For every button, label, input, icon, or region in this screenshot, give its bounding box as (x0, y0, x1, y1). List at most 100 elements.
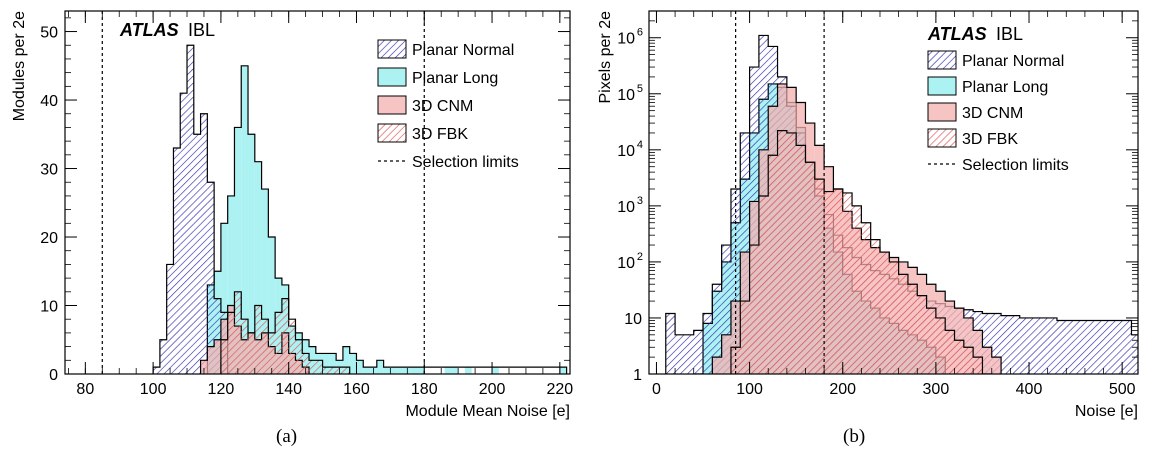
bar-3d-cnm (963, 317, 974, 374)
y-tick-label: 20 (40, 230, 58, 247)
y-tick-label: 50 (40, 25, 58, 42)
bar-planar-normal (991, 313, 1002, 374)
x-axis-title: Module Mean Noise [e] (405, 403, 570, 420)
bar-3d-fbk (861, 222, 871, 374)
bar-3d-fbk (322, 367, 330, 374)
legend-swatch (927, 50, 957, 70)
legend-label: 3D FBK (412, 126, 468, 143)
legend-label: 3D FBK (962, 131, 1018, 148)
bar-planar-normal (207, 182, 215, 374)
bar-planar-normal (180, 93, 188, 374)
bar-planar-normal (1019, 317, 1030, 374)
y-tick-label: 10 (40, 299, 58, 316)
legend-item-planar-long: Planar Long (377, 67, 498, 87)
bar-planar-long (248, 134, 255, 374)
bar-3d-fbk (852, 205, 862, 374)
bar-3d-fbk (261, 319, 269, 374)
bar-planar-normal (684, 334, 694, 374)
bar-3d-fbk (281, 298, 289, 374)
x-tick-label: 120 (208, 381, 235, 398)
legend-item-planar-long: Planar Long (927, 76, 1048, 96)
bar-3d-fbk (954, 340, 964, 374)
bar-3d-fbk (268, 332, 276, 374)
plot-frame (64, 10, 571, 375)
legend-label: Planar Normal (962, 53, 1064, 70)
y-tick-exponent: 6 (637, 27, 643, 39)
bar-planar-long (261, 189, 269, 374)
y-tick-label: 10 (617, 143, 635, 160)
bar-planar-long (464, 367, 472, 374)
ibl-label: IBL (188, 20, 215, 40)
bar-planar-normal (1001, 315, 1011, 374)
ibl-label: IBL (996, 24, 1023, 44)
bar-planar-long (254, 161, 262, 374)
y-tick-label: 10 (617, 87, 635, 104)
bar-3d-fbk (329, 367, 337, 374)
legend-item-planar-normal: Planar Normal (927, 50, 1064, 70)
bar-3d-fbk (768, 155, 778, 374)
plot-frame (648, 10, 1139, 375)
bar-planar-long (220, 223, 228, 374)
bar-3d-fbk (786, 132, 797, 374)
y-tick-label: 10 (617, 31, 635, 48)
bar-3d-fbk (315, 360, 323, 374)
bar-3d-fbk (824, 191, 834, 374)
x-tick-label: 180 (411, 381, 438, 398)
legend-label: Selection limits (962, 157, 1069, 174)
y-axis-title: Modules per 2e (11, 11, 28, 121)
bar-planar-long (342, 346, 350, 374)
bar-planar-normal (665, 313, 676, 374)
legend-item-3d-cnm: 3D CNM (927, 102, 1023, 122)
bar-planar-normal (1094, 320, 1104, 374)
bar-3d-fbk (963, 347, 974, 374)
x-tick-label: 300 (923, 381, 950, 398)
bar-3d-fbk (220, 339, 228, 374)
bar-planar-long (383, 367, 391, 374)
y-tick-label: 30 (40, 162, 58, 179)
bar-planar-normal (166, 264, 174, 374)
bar-planar-long (397, 367, 404, 374)
bar-3d-fbk (879, 252, 890, 374)
bar-planar-normal (1122, 320, 1132, 374)
bar-3d-cnm (721, 334, 731, 374)
bar-3d-fbk (935, 317, 946, 374)
bar-3d-fbk (842, 192, 853, 374)
bar-3d-fbk (254, 305, 262, 374)
bar-3d-fbk (309, 360, 316, 374)
outline-planar-normal (152, 44, 229, 374)
bar-planar-normal (173, 147, 181, 374)
caption-a: (a) (276, 426, 298, 447)
x-tick-label: 200 (479, 381, 506, 398)
bar-3d-fbk (973, 357, 983, 374)
bar-planar-normal (982, 313, 992, 374)
bar-3d-fbk (740, 301, 750, 374)
y-tick-label: 1 (633, 367, 642, 384)
legend-item-planar-normal: Planar Normal (377, 39, 514, 59)
panel-a: 80 100 120 140 160 180 200 220 0 10 20 30 40 50 Module… (0, 0, 580, 464)
plot-area (152, 44, 568, 374)
bar-planar-normal (1056, 320, 1067, 374)
outline-3d-fbk (730, 130, 992, 374)
legend-label: Planar Long (962, 79, 1048, 96)
bar-3d-fbk (275, 312, 282, 374)
bar-planar-long (390, 367, 398, 374)
bar-3d-fbk (796, 145, 806, 374)
y-axis-title: Pixels per 2e (597, 11, 614, 104)
bar-planar-normal (187, 45, 194, 374)
legend-label: Planar Long (412, 70, 498, 87)
y-tick-label: 10 (617, 255, 635, 272)
plot-area (665, 34, 1138, 374)
bar-3d-cnm (200, 360, 208, 374)
atlas-label: ATLAS (927, 24, 987, 44)
bar-planar-normal (1029, 317, 1039, 374)
legend-item-3d-fbk: 3D FBK (377, 123, 468, 143)
legend-label: Planar Normal (412, 42, 514, 59)
x-axis-title: Noise [e] (1075, 403, 1138, 420)
legend-item-selection-limits: Selection limits (378, 154, 519, 171)
y-tick-label: 0 (49, 367, 58, 384)
legend-label: 3D CNM (962, 105, 1023, 122)
bar-planar-normal (675, 334, 685, 374)
legend-label: 3D CNM (412, 98, 473, 115)
y-tick-exponent: 3 (637, 195, 643, 207)
